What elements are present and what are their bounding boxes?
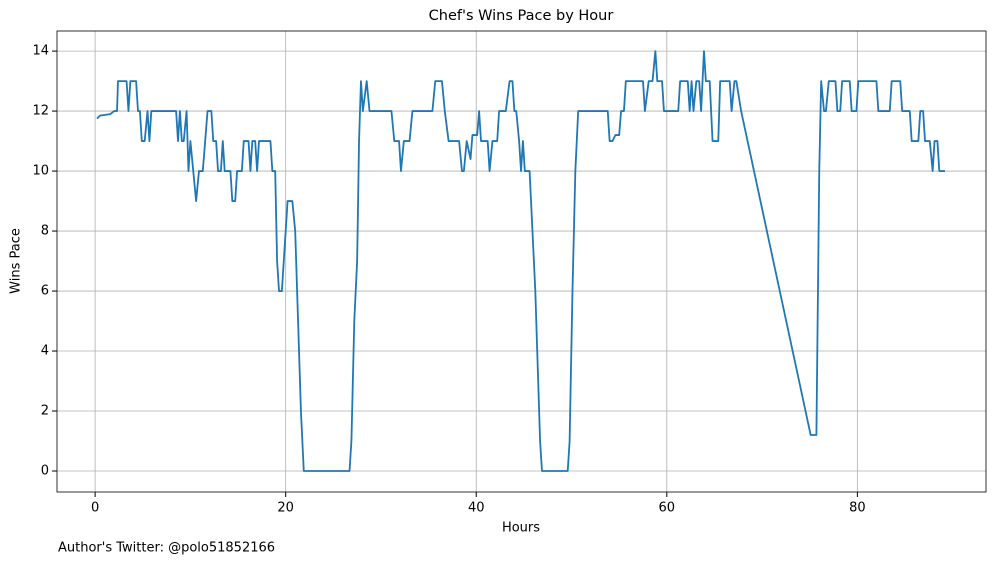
- x-axis-label: Hours: [502, 521, 540, 536]
- y-tick-label: 8: [41, 224, 49, 239]
- y-tick-label: 6: [41, 284, 49, 299]
- footnote: Author's Twitter: @polo51852166: [58, 541, 275, 556]
- data-line: [96, 50, 946, 472]
- y-tick-label: 10: [32, 164, 49, 179]
- x-tick-label: 0: [91, 501, 99, 516]
- y-tick-label: 14: [32, 44, 49, 59]
- y-tick-label: 4: [41, 344, 49, 359]
- x-tick-label: 80: [849, 501, 866, 516]
- x-tick-label: 40: [468, 501, 485, 516]
- y-tick-label: 0: [41, 464, 49, 479]
- y-axis-label: Wins Pace: [9, 228, 24, 294]
- plot-frame: [56, 30, 987, 493]
- x-tick-label: 60: [659, 501, 676, 516]
- chart-title: Chef's Wins Pace by Hour: [429, 8, 614, 24]
- y-tick-label: 2: [41, 404, 49, 419]
- x-tick-label: 20: [277, 501, 294, 516]
- y-tick-label: 12: [32, 104, 49, 119]
